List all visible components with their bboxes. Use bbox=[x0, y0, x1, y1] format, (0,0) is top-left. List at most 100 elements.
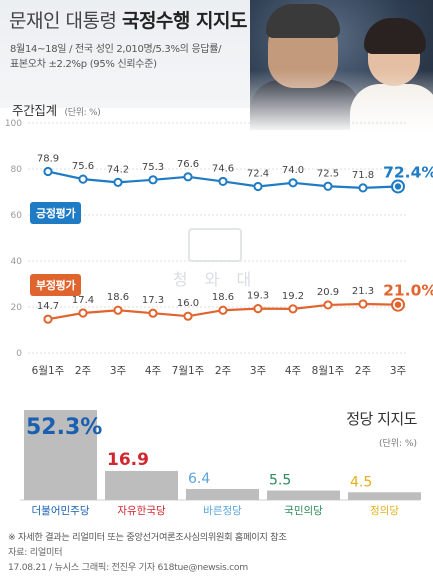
weekly-title-text: 주간집계 bbox=[12, 103, 57, 118]
x-tick-label-0: 6월1주 bbox=[32, 365, 65, 377]
negative-series-tag: 부정평가 bbox=[30, 274, 82, 296]
footer-source: 자료: 리얼미터 bbox=[8, 547, 63, 558]
point-pos-7 bbox=[288, 178, 298, 188]
footer-credit: 17.08.21 / 뉴시스 그래픽: 전진우 기자 618tue@newsis… bbox=[8, 562, 248, 573]
weekly-section-title: 주간집계 (단위: %) bbox=[12, 100, 101, 119]
data-label-neg-3: 17.3 bbox=[142, 295, 164, 306]
watermark-emblem bbox=[188, 228, 242, 262]
survey-info-line2: 표본오차 ±2.2%p (95% 신뢰수준) bbox=[10, 59, 157, 70]
point-core-pos-10 bbox=[394, 183, 402, 190]
x-tick-label-8: 8월1주 bbox=[312, 365, 345, 377]
party-bar-1 bbox=[105, 470, 178, 500]
data-label-pos-4: 76.6 bbox=[177, 159, 199, 170]
title-main: 문재인 대통령 bbox=[9, 10, 117, 32]
party-name-0: 더불어민주당 bbox=[32, 505, 90, 517]
point-pos-5 bbox=[218, 176, 228, 187]
footer: ※ 자세한 결과는 리얼미터 또는 중앙선거여론조사심의위원회 홈페이지 참조 … bbox=[8, 530, 428, 575]
data-label-neg-6: 19.3 bbox=[247, 291, 269, 302]
party-name-1: 자유한국당 bbox=[117, 505, 166, 517]
data-label-neg-1: 17.4 bbox=[72, 295, 94, 306]
party-name-3: 국민의당 bbox=[284, 505, 323, 517]
point-pos-2 bbox=[113, 177, 123, 187]
point-neg-3 bbox=[148, 308, 158, 318]
party-value-1: 16.9 bbox=[107, 450, 149, 470]
point-neg-4 bbox=[183, 311, 193, 321]
point-neg-1 bbox=[78, 308, 88, 318]
party-support-section: 52.3% 더불어민주당 16.9 자유한국당 6.4 바른정당 5.5 국민의당 4.5 정의당… bbox=[0, 398, 433, 528]
footer-note: ※ 자세한 결과는 리얼미터 또는 중앙선거여론조사심의위원회 홈페이지 참조 bbox=[8, 532, 287, 543]
survey-info-line1: 8월14~18일 / 전국 성인 2,010명/5.3%의 응답률/ bbox=[10, 44, 222, 55]
x-tick-label-5: 2주 bbox=[215, 365, 232, 377]
data-label-pos-8: 72.5 bbox=[317, 168, 339, 179]
cheongwadae-watermark: 청 와 대 bbox=[160, 228, 270, 290]
survey-info: 8월14~18일 / 전국 성인 2,010명/5.3%의 응답률/ 표본오차 … bbox=[10, 42, 270, 72]
data-label-pos-9: 71.8 bbox=[352, 170, 374, 181]
party-bar-4 bbox=[348, 492, 421, 500]
watermark-text: 청 와 대 bbox=[172, 270, 258, 289]
point-pos-0 bbox=[43, 166, 53, 177]
x-tick-label-3: 4주 bbox=[145, 365, 162, 377]
weekly-unit: (단위: %) bbox=[64, 108, 101, 118]
point-pos-9 bbox=[358, 183, 368, 193]
y-tick-label-20: 20 bbox=[11, 303, 23, 313]
x-tick-label-4: 7월1주 bbox=[172, 365, 205, 377]
party-bar-svg: 52.3% 더불어민주당 16.9 자유한국당 6.4 바른정당 5.5 국민의당 4.5 정의당 bbox=[20, 410, 421, 517]
point-neg-6 bbox=[253, 304, 263, 314]
data-label-pos-1: 75.6 bbox=[72, 161, 94, 172]
data-label-neg-2: 18.6 bbox=[107, 292, 129, 303]
data-label-neg-10: 21.0% bbox=[383, 282, 433, 300]
y-tick-label-80: 80 bbox=[11, 165, 23, 175]
data-label-pos-7: 74.0 bbox=[282, 165, 304, 176]
party-chart-unit: (단위: %) bbox=[378, 439, 417, 449]
point-neg-5 bbox=[218, 305, 228, 315]
title-bold: 국정수행 지지도 bbox=[121, 10, 247, 32]
data-label-neg-7: 19.2 bbox=[282, 291, 304, 302]
x-tick-label-6: 3주 bbox=[250, 365, 267, 377]
point-neg-0 bbox=[43, 314, 53, 324]
y-tick-label-0: 0 bbox=[16, 349, 22, 359]
data-label-pos-5: 74.6 bbox=[212, 163, 234, 174]
party-name-4: 정의당 bbox=[370, 505, 399, 517]
page-title: 문재인 대통령 국정수행 지지도 bbox=[9, 6, 247, 33]
party-bar-0 bbox=[24, 410, 97, 500]
party-chart-title: 정당 지지도 bbox=[346, 410, 417, 428]
x-tick-label-2: 3주 bbox=[110, 365, 127, 377]
data-label-neg-0: 14.7 bbox=[37, 301, 59, 312]
point-pos-8 bbox=[323, 181, 333, 191]
point-neg-8 bbox=[323, 300, 333, 310]
y-tick-label-60: 60 bbox=[11, 211, 23, 221]
point-neg-7 bbox=[288, 304, 298, 314]
data-label-neg-8: 20.9 bbox=[317, 287, 339, 298]
x-tick-label-9: 2주 bbox=[355, 365, 372, 377]
point-pos-1 bbox=[78, 174, 88, 184]
party-bar-3 bbox=[267, 490, 340, 500]
y-tick-label-40: 40 bbox=[11, 257, 23, 267]
point-pos-3 bbox=[148, 175, 158, 185]
point-core-neg-10 bbox=[394, 301, 402, 308]
approval-line-svg: 0 20 40 60 80 100 6월1주 2주 3주 4주 7월1주 2주 3주 4주 8월1주 2주 3주… bbox=[5, 119, 433, 377]
data-label-neg-9: 21.3 bbox=[352, 286, 374, 297]
point-neg-9 bbox=[358, 299, 368, 309]
positive-series-tag: 긍정평가 bbox=[30, 202, 82, 224]
data-label-neg-4: 16.0 bbox=[177, 298, 199, 309]
data-label-pos-2: 74.2 bbox=[107, 164, 129, 175]
data-label-pos-6: 72.4 bbox=[247, 168, 269, 179]
party-value-2: 6.4 bbox=[188, 471, 210, 487]
y-tick-label-100: 100 bbox=[5, 119, 22, 129]
party-value-4: 4.5 bbox=[350, 474, 372, 490]
x-tick-label-1: 2주 bbox=[75, 365, 92, 377]
data-label-pos-0: 78.9 bbox=[37, 154, 59, 165]
data-label-pos-3: 75.3 bbox=[142, 162, 164, 173]
point-pos-6 bbox=[253, 181, 263, 192]
party-value-0: 52.3% bbox=[26, 415, 102, 440]
x-tick-label-10: 3주 bbox=[390, 365, 407, 377]
approval-line-chart: 0 20 40 60 80 100 6월1주 2주 3주 4주 7월1주 2주 3주 4주 8월1주 2주 3주… bbox=[0, 108, 433, 398]
party-value-3: 5.5 bbox=[269, 473, 291, 489]
data-label-neg-5: 18.6 bbox=[212, 292, 234, 303]
point-neg-2 bbox=[113, 305, 123, 315]
data-label-pos-10: 72.4% bbox=[383, 163, 433, 181]
party-bar-2 bbox=[186, 488, 259, 500]
party-name-2: 바른정당 bbox=[203, 505, 242, 517]
x-tick-label-7: 4주 bbox=[285, 365, 302, 377]
point-pos-4 bbox=[183, 172, 193, 182]
